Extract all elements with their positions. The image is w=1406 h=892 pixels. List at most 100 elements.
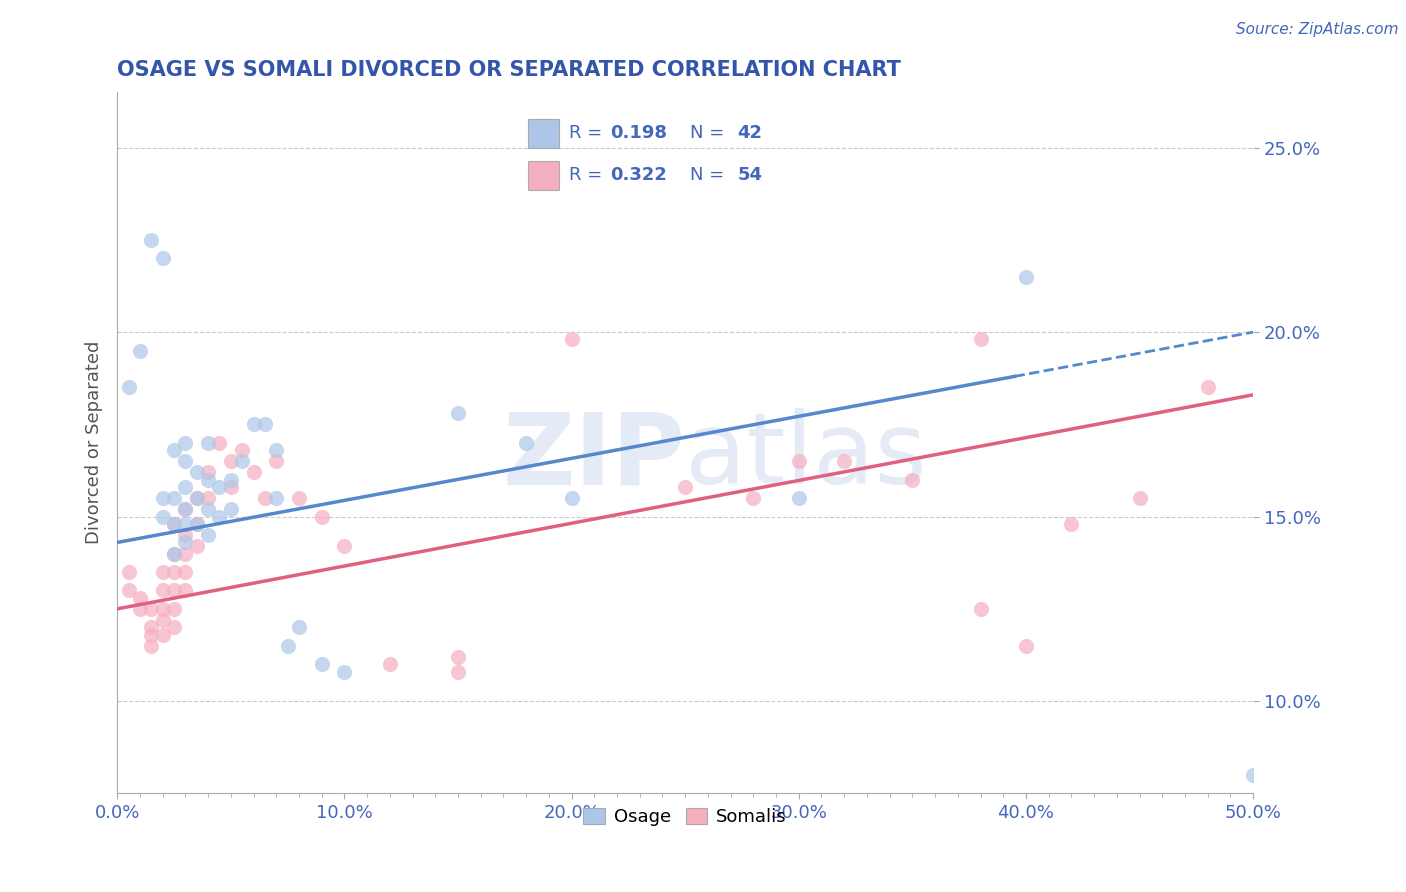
Point [186, 491, 208, 505]
Point [152, 252, 174, 266]
Point [288, 620, 311, 634]
Legend: Osage, Somalis: Osage, Somalis [576, 801, 794, 833]
Point [129, 591, 152, 605]
Point [197, 502, 219, 516]
Point [208, 509, 231, 524]
Point [515, 435, 537, 450]
Point [186, 516, 208, 531]
Text: atlas: atlas [685, 409, 927, 506]
Text: Source: ZipAtlas.com: Source: ZipAtlas.com [1236, 22, 1399, 37]
Point [197, 528, 219, 542]
Point [152, 602, 174, 616]
Point [174, 565, 197, 579]
Point [152, 565, 174, 579]
Point [969, 333, 991, 347]
Point [152, 583, 174, 598]
Point [288, 491, 311, 505]
Point [197, 435, 219, 450]
Point [742, 491, 765, 505]
Point [152, 613, 174, 627]
Point [787, 491, 810, 505]
Point [141, 628, 163, 642]
Point [832, 454, 855, 468]
Point [1015, 269, 1038, 284]
Point [231, 443, 253, 458]
Point [208, 480, 231, 494]
Point [253, 417, 276, 432]
Text: ZIP: ZIP [502, 409, 685, 506]
Text: OSAGE VS SOMALI DIVORCED OR SEPARATED CORRELATION CHART: OSAGE VS SOMALI DIVORCED OR SEPARATED CO… [117, 60, 901, 79]
Point [264, 491, 287, 505]
Point [219, 473, 242, 487]
Point [163, 516, 186, 531]
Point [163, 491, 186, 505]
Point [901, 473, 924, 487]
Point [1060, 516, 1083, 531]
Point [1241, 768, 1264, 782]
Point [174, 535, 197, 549]
Point [277, 639, 299, 653]
Point [186, 516, 208, 531]
Point [141, 620, 163, 634]
Point [141, 639, 163, 653]
Point [447, 406, 470, 420]
Point [242, 417, 264, 432]
Point [163, 547, 186, 561]
Point [219, 454, 242, 468]
Point [311, 657, 333, 672]
Point [253, 491, 276, 505]
Point [163, 516, 186, 531]
Point [264, 443, 287, 458]
Point [673, 480, 696, 494]
Point [174, 454, 197, 468]
Point [141, 233, 163, 247]
Point [174, 528, 197, 542]
Point [231, 454, 253, 468]
Point [333, 539, 356, 553]
Point [163, 583, 186, 598]
Point [174, 516, 197, 531]
Point [969, 602, 991, 616]
Point [219, 502, 242, 516]
Point [174, 435, 197, 450]
Point [174, 502, 197, 516]
Point [447, 665, 470, 679]
Point [174, 502, 197, 516]
Point [152, 491, 174, 505]
Point [1128, 491, 1150, 505]
Point [174, 583, 197, 598]
Point [186, 539, 208, 553]
Point [561, 491, 583, 505]
Point [129, 343, 152, 358]
Point [174, 480, 197, 494]
Point [163, 547, 186, 561]
Point [186, 466, 208, 480]
Point [219, 480, 242, 494]
Point [1015, 639, 1038, 653]
Point [117, 565, 139, 579]
Point [152, 509, 174, 524]
Point [561, 333, 583, 347]
Point [208, 435, 231, 450]
Point [117, 583, 139, 598]
Point [152, 628, 174, 642]
Point [174, 547, 197, 561]
Point [378, 657, 401, 672]
Point [186, 491, 208, 505]
Point [242, 466, 264, 480]
Point [787, 454, 810, 468]
Point [197, 466, 219, 480]
Point [141, 602, 163, 616]
Point [163, 620, 186, 634]
Point [163, 602, 186, 616]
Point [117, 380, 139, 394]
Point [129, 602, 152, 616]
Point [197, 491, 219, 505]
Point [163, 443, 186, 458]
Point [163, 565, 186, 579]
Point [264, 454, 287, 468]
Point [197, 473, 219, 487]
Point [311, 509, 333, 524]
Point [1197, 380, 1219, 394]
Point [447, 649, 470, 664]
